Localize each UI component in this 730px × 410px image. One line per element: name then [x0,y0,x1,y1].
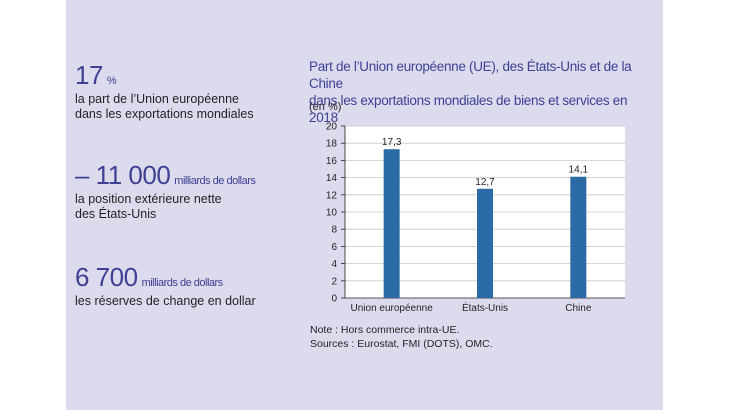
y-tick-label: 12 [326,190,338,201]
y-tick-label: 16 [326,156,338,167]
bar-value-label: 17,3 [382,137,402,148]
bar-chart: 0 2 4 6 8 10 12 14 16 18 20 17,3 Union européenne 12,… [326,122,625,314]
chart-title-line: dans les exportations mondiales de biens… [309,93,628,125]
y-tick-label: 2 [331,276,337,287]
x-tick-label: Union européenne [351,303,434,314]
y-tick-label: 10 [326,208,338,219]
stat-description-line: la position extérieure nette [75,192,222,206]
x-tick-label: États-Unis [462,301,508,314]
stat-description: la part de l’Union européenne dans les e… [75,92,254,122]
y-tick-label: 8 [331,225,337,236]
y-tick-label: 14 [326,173,338,184]
stat-us-position: – 11 000 milliards de dollars la position… [75,160,256,222]
stat-value: 6 700 [75,262,138,292]
stat-value: – 11 000 [75,160,171,190]
y-unit-label: (en %) [309,101,342,113]
sources-line: Sources : Eurostat, FMI (DOTS), OMC. [310,338,493,350]
stat-description-line: dans les exportations mondiales [75,107,254,121]
bar [477,188,493,298]
chart-title: Part de l’Union européenne (UE), des Éta… [309,58,639,126]
stat-eu-share: 17% la part de l’Union européenne dans l… [75,60,254,122]
stat-unit: % [106,75,117,87]
stat-dollar-reserves: 6 700 milliards de dollars les réserves d… [75,262,256,309]
stat-description: les réserves de change en dollar [75,294,256,309]
note-line: Note : Hors commerce intra-UE. [310,324,460,336]
y-tick-label: 6 [331,242,337,253]
stat-description-line: la part de l’Union européenne [75,92,240,106]
bar-value-label: 14,1 [569,165,589,176]
y-tick-label: 4 [331,259,337,270]
stat-description: la position extérieure nette des États-U… [75,192,255,222]
stat-unit: milliards de dollars [174,175,256,187]
x-tick-label: Chine [565,303,592,314]
stat-value: 17 [75,60,103,90]
chart-title-line: Part de l’Union européenne (UE), des Éta… [309,59,632,91]
stat-description-line: des États-Unis [75,207,157,221]
bar-value-label: 12,7 [475,177,495,188]
y-tick-label: 20 [326,122,338,133]
y-tick-label: 0 [331,294,337,305]
bar [383,149,400,298]
y-tick-label: 18 [326,139,338,150]
chart-notes: Note : Hors commerce intra-UE. Sources :… [310,323,493,351]
stat-unit: milliards de dollars [141,277,224,289]
stat-description-line: les réserves de change en dollar [75,294,256,308]
bar [570,176,587,298]
